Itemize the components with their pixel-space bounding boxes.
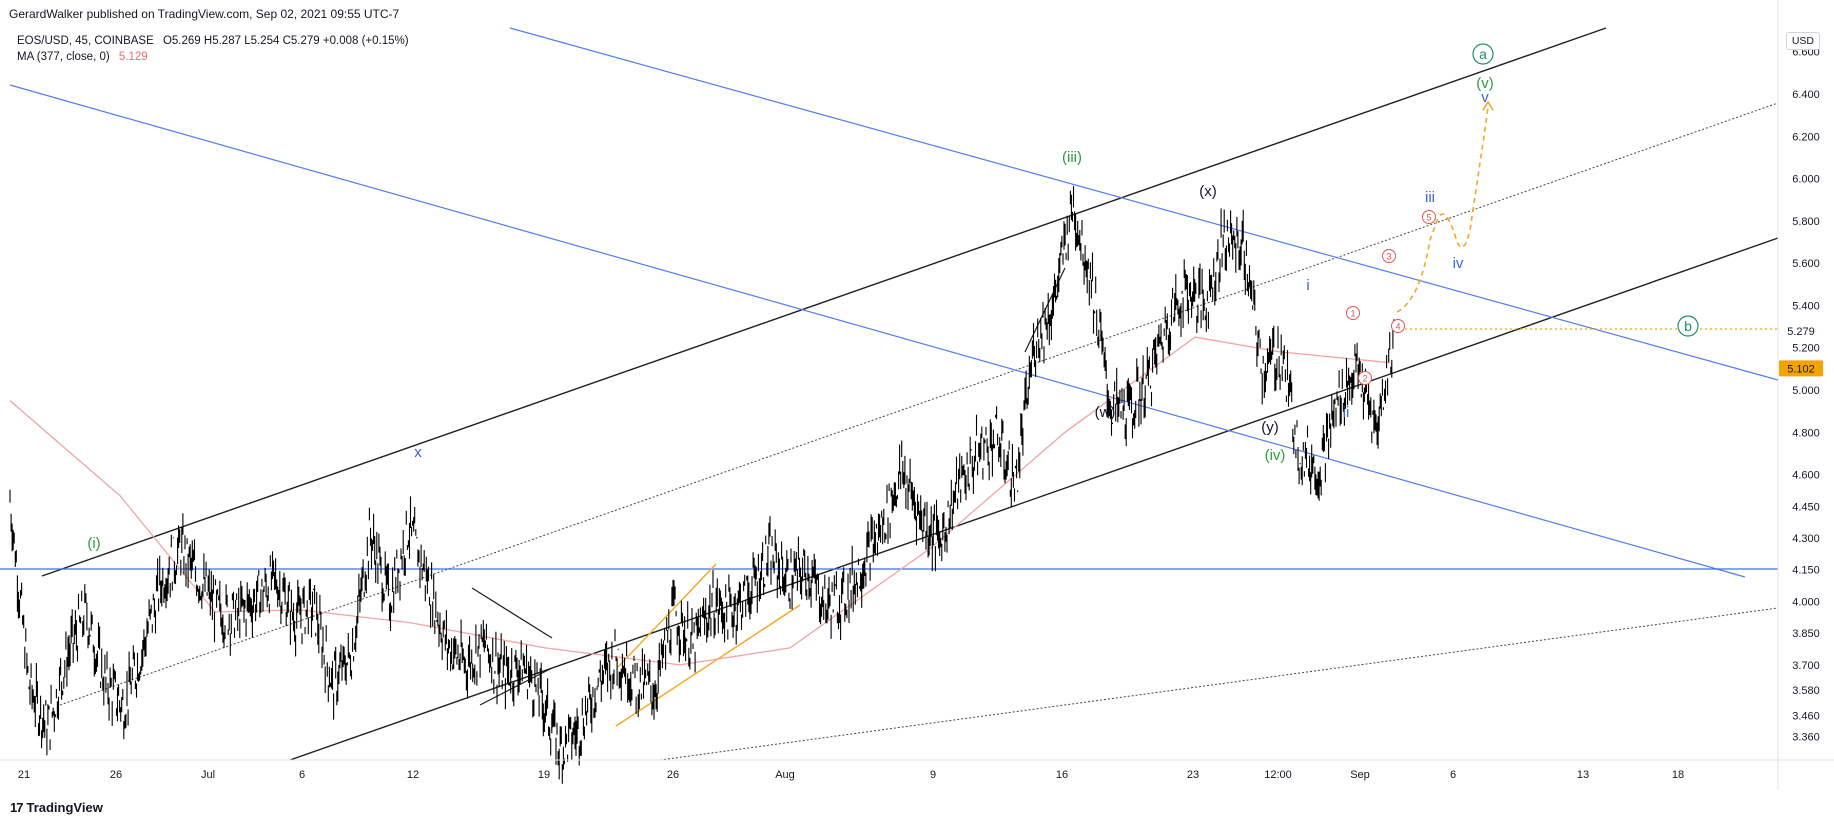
time-tick-label: 12 bbox=[407, 769, 419, 781]
projection-layer bbox=[1396, 100, 1494, 313]
price-tick-label: 5.800 bbox=[1792, 216, 1820, 228]
symbol-name: EOS/USD, 45, COINBASE bbox=[17, 35, 154, 47]
ohlc-change: +0.008 (+0.15%) bbox=[322, 35, 409, 47]
orange-channel-bottom bbox=[615, 604, 801, 727]
footer-brand[interactable]: 17 TradingView bbox=[10, 800, 103, 815]
ohlc-close: C5.279 bbox=[282, 35, 320, 47]
wave-label-x: x bbox=[414, 444, 422, 461]
axes: 6.6006.4006.2006.0005.8005.6005.4005.200… bbox=[0, 0, 1834, 790]
price-tick-label: 3.700 bbox=[1792, 660, 1820, 672]
brand-name: TradingView bbox=[26, 800, 103, 815]
time-tick-label: 9 bbox=[930, 769, 936, 781]
time-tick-label: 13 bbox=[1577, 769, 1589, 781]
ma-label: MA (377, close, 0) bbox=[17, 51, 110, 63]
red-wave-circle bbox=[1422, 210, 1436, 224]
lower-dotted-line bbox=[659, 607, 1779, 761]
price-tick-label: 6.200 bbox=[1792, 131, 1820, 143]
price-tick-label: 5.000 bbox=[1792, 385, 1820, 397]
time-tick-label: Sep bbox=[1350, 769, 1370, 781]
price-tick-label: 4.300 bbox=[1792, 533, 1820, 545]
time-tick-label: 26 bbox=[110, 769, 122, 781]
price-candles bbox=[9, 186, 1395, 784]
time-tick-label: 21 bbox=[18, 769, 30, 781]
teal-wave-circle bbox=[1472, 43, 1494, 65]
red-wave-number: 4 bbox=[1395, 322, 1400, 332]
marked-level-tag-bg bbox=[1779, 360, 1823, 377]
upper-channel-line bbox=[41, 27, 1607, 577]
red-wave-circle bbox=[1358, 371, 1372, 385]
orange-channel-top bbox=[617, 563, 717, 668]
wave-label-iv: (iv) bbox=[1265, 447, 1286, 464]
trend-lines bbox=[0, 27, 1779, 761]
price-tick-label: 3.460 bbox=[1792, 711, 1820, 723]
ohlc-open: O5.269 bbox=[162, 35, 201, 47]
wave-label-blue-iii: iii bbox=[1425, 189, 1435, 206]
price-tick-label: 6.000 bbox=[1792, 174, 1820, 186]
red-wave-circle bbox=[1382, 249, 1396, 263]
time-tick-label: 19 bbox=[538, 769, 550, 781]
red-wave-circle bbox=[1391, 319, 1405, 333]
price-tick-label: 5.600 bbox=[1792, 258, 1820, 270]
time-tick-label: 16 bbox=[1056, 769, 1068, 781]
wave-label-v: (v) bbox=[1476, 75, 1494, 92]
red-wave-number: 3 bbox=[1386, 252, 1391, 262]
price-tick-label: 6.400 bbox=[1792, 89, 1820, 101]
time-tick-label: Jul bbox=[201, 769, 215, 781]
tradingview-logo-icon: 17 bbox=[10, 800, 24, 815]
ohlc-high: H5.287 bbox=[203, 35, 241, 47]
price-tick-label: 4.800 bbox=[1792, 427, 1820, 439]
red-wave-circle bbox=[1346, 306, 1360, 320]
price-tick-label: 3.360 bbox=[1792, 732, 1820, 744]
wave-labels: (i)(iii)(iv)(v)xiiiiiiivv(w)(x)(y)12345a… bbox=[87, 43, 1699, 552]
lower-blue-line bbox=[9, 84, 1746, 578]
time-tick-label: 23 bbox=[1187, 769, 1199, 781]
last-price-tag-bg bbox=[1779, 323, 1823, 340]
wave-label-blue-ii: ii bbox=[1343, 404, 1350, 421]
wave-label-blue-iv: iv bbox=[1453, 255, 1464, 272]
wave-label-x-black: (x) bbox=[1199, 183, 1217, 200]
red-wave-number: 5 bbox=[1426, 213, 1431, 223]
last-price-tag: 5.279 bbox=[1787, 326, 1815, 338]
time-tick-label: 26 bbox=[667, 769, 679, 781]
teal-wave-letter: a bbox=[1479, 46, 1487, 62]
lower-channel-line bbox=[289, 237, 1779, 761]
ohlc-low: L5.254 bbox=[244, 35, 280, 47]
triangle-top bbox=[471, 587, 553, 639]
teal-wave-letter: b bbox=[1684, 318, 1692, 334]
projection-path bbox=[1396, 107, 1489, 313]
price-tick-label: 5.400 bbox=[1792, 300, 1820, 312]
price-tick-label: 4.450 bbox=[1792, 501, 1820, 513]
time-tick-label: Aug bbox=[775, 769, 795, 781]
marked-level-tag: 5.102 bbox=[1787, 363, 1815, 375]
time-tick-label: 6 bbox=[1450, 769, 1456, 781]
currency-button[interactable]: USD bbox=[1785, 32, 1820, 50]
wave-label-blue-i: i bbox=[1306, 277, 1309, 294]
symbol-line: EOS/USD, 45, COINBASE O5.269 H5.287 L5.2… bbox=[17, 35, 409, 47]
price-tick-label: 3.580 bbox=[1792, 685, 1820, 697]
wave-label-w: (w) bbox=[1095, 404, 1116, 421]
upper-blue-line bbox=[509, 27, 1779, 381]
price-tick-label: 4.000 bbox=[1792, 596, 1820, 608]
time-tick-label: 6 bbox=[299, 769, 305, 781]
wave-label-iii: (iii) bbox=[1062, 149, 1082, 166]
red-wave-number: 1 bbox=[1350, 309, 1355, 319]
wave-label-blue-v: v bbox=[1481, 89, 1489, 106]
middle-dotted-line bbox=[59, 102, 1779, 706]
teal-wave-circle bbox=[1677, 315, 1699, 337]
price-series-layer bbox=[9, 186, 1395, 784]
time-tick-label: 12:00 bbox=[1264, 769, 1292, 781]
ma-value: 5.129 bbox=[118, 51, 148, 63]
price-tick-label: 3.850 bbox=[1792, 628, 1820, 640]
ma-legend[interactable]: MA (377, close, 0) 5.129 bbox=[17, 51, 148, 63]
price-tick-label: 4.600 bbox=[1792, 470, 1820, 482]
red-wave-number: 2 bbox=[1362, 374, 1367, 384]
time-tick-label: 18 bbox=[1672, 769, 1684, 781]
wave-label-y: (y) bbox=[1261, 419, 1279, 436]
projection-arrow bbox=[1482, 100, 1494, 111]
publisher-line: GerardWalker published on TradingView.co… bbox=[9, 7, 400, 21]
price-tick-label: 4.150 bbox=[1792, 565, 1820, 577]
price-tick-label: 5.200 bbox=[1792, 343, 1820, 355]
wave-label-i: (i) bbox=[87, 535, 100, 552]
